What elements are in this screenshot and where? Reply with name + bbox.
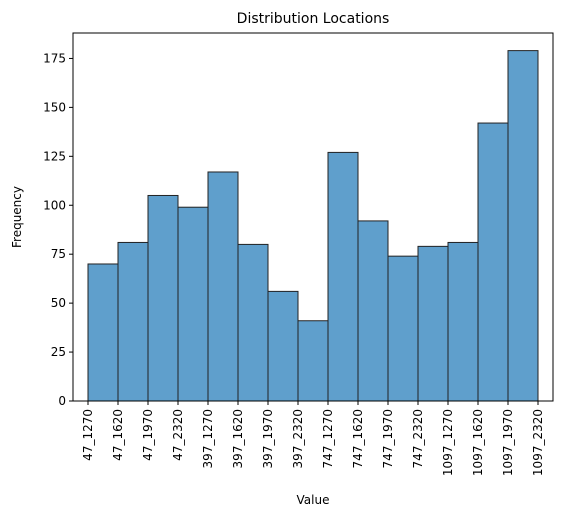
x-tick-label: 47_2320 <box>171 409 185 461</box>
x-tick-label: 397_2320 <box>291 409 305 468</box>
x-tick-label: 47_1620 <box>111 409 125 461</box>
bar <box>147 194 179 402</box>
bar <box>237 243 269 402</box>
chart-title: Distribution Locations <box>237 11 390 27</box>
y-tick-label: 75 <box>51 247 66 261</box>
x-tick-label: 1097_2320 <box>531 409 545 476</box>
x-tick-label: 747_1620 <box>351 409 365 468</box>
bar <box>387 255 419 402</box>
x-tick-label: 397_1270 <box>201 409 215 468</box>
bar <box>417 245 449 402</box>
y-tick-label: 150 <box>43 100 66 114</box>
x-tick-label: 1097_1270 <box>441 409 455 476</box>
plot-frame <box>72 32 554 402</box>
bar <box>447 241 479 402</box>
x-tick-label: 397_1970 <box>261 409 275 468</box>
bar <box>327 151 359 402</box>
bar <box>267 290 299 402</box>
y-tick-label: 175 <box>43 51 66 65</box>
y-tick-label: 125 <box>43 149 66 163</box>
x-tick-label: 47_1970 <box>141 409 155 461</box>
x-tick-label: 747_1970 <box>381 409 395 468</box>
y-axis-label: Frequency <box>10 186 24 248</box>
x-tick-label: 747_1270 <box>321 409 335 468</box>
bar <box>177 206 209 402</box>
y-tick-label: 100 <box>43 198 66 212</box>
bar <box>297 320 329 402</box>
bar <box>477 122 509 402</box>
bar <box>117 241 149 402</box>
bar <box>87 263 119 402</box>
x-tick-label: 47_1270 <box>81 409 95 461</box>
bar <box>357 220 389 402</box>
x-tick-label: 747_2320 <box>411 409 425 468</box>
x-tick-label: 397_1620 <box>231 409 245 468</box>
x-tick-label: 1097_1970 <box>501 409 515 476</box>
x-tick-label: 1097_1620 <box>471 409 485 476</box>
y-tick-label: 50 <box>51 296 66 310</box>
bar <box>207 171 239 402</box>
y-tick-label: 0 <box>58 394 66 408</box>
x-axis-label: Value <box>297 493 330 507</box>
bar <box>507 50 539 402</box>
y-tick-label: 25 <box>51 345 66 359</box>
